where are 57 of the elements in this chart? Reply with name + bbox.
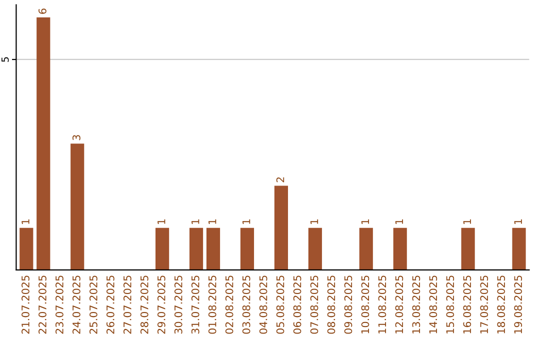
data-label: 1	[158, 219, 166, 224]
x-tick-label: 21.07.2025	[22, 276, 30, 334]
data-label: 1	[208, 219, 216, 224]
x-tick-label: 15.08.2025	[446, 276, 454, 334]
x-tick-label: 30.07.2025	[174, 276, 182, 334]
bar	[36, 17, 50, 270]
data-label: 1	[192, 219, 200, 224]
bar	[274, 186, 288, 270]
x-tick-label: 09.08.2025	[344, 276, 352, 334]
bar	[512, 228, 526, 270]
x-tick-label: 06.08.2025	[293, 276, 302, 334]
x-tick-label: 11.08.2025	[378, 276, 386, 334]
x-tick-label: 19.08.2025	[514, 276, 522, 334]
data-label: 1	[361, 219, 369, 224]
data-label: 3	[72, 135, 80, 140]
x-tick-label: 25.07.2025	[89, 276, 98, 334]
x-tick-label: 27.07.2025	[123, 276, 132, 334]
x-tick-label: 31.07.2025	[191, 276, 200, 334]
bar	[189, 228, 204, 270]
x-tick-label: 13.08.2025	[412, 276, 420, 334]
x-tick-label: 10.08.2025	[361, 276, 370, 334]
bar	[155, 228, 170, 270]
x-tick-label: 23.07.2025	[56, 276, 64, 334]
bar	[20, 228, 34, 270]
x-tick-label: 18.08.2025	[497, 276, 506, 334]
y-tick-label: 5	[2, 57, 9, 62]
x-tick-label: 29.07.2025	[157, 276, 166, 334]
x-tick-label: 05.08.2025	[276, 276, 284, 334]
data-label: 1	[22, 219, 30, 224]
x-tick-label: 24.07.2025	[72, 276, 80, 334]
x-tick-label: 08.08.2025	[327, 276, 336, 334]
x-tick-label: 01.08.2025	[208, 276, 216, 334]
bar	[70, 144, 84, 270]
bar	[461, 228, 475, 270]
data-label: 1	[395, 219, 403, 224]
bar	[393, 228, 407, 270]
bar	[308, 228, 322, 270]
x-tick-label: 16.08.2025	[463, 276, 472, 334]
bar	[240, 228, 254, 270]
x-tick-label: 02.08.2025	[225, 276, 234, 334]
data-label: 1	[463, 219, 471, 224]
x-tick-label: 17.08.2025	[480, 276, 488, 334]
x-tick-label: 12.08.2025	[395, 276, 404, 334]
data-label: 1	[310, 219, 318, 224]
data-label: 6	[38, 8, 46, 14]
x-tick-label: 26.07.2025	[106, 276, 114, 334]
x-tick-label: 04.08.2025	[259, 276, 268, 334]
x-tick-label: 03.08.2025	[242, 276, 250, 334]
bar	[206, 228, 220, 270]
x-tick-label: 14.08.2025	[429, 276, 438, 334]
x-tick-label: 28.07.2025	[140, 276, 148, 334]
x-tick-label: 07.08.2025	[310, 276, 318, 334]
data-label: 2	[276, 177, 284, 182]
data-label: 1	[514, 219, 522, 224]
x-tick-label: 22.07.2025	[38, 276, 46, 334]
data-label: 1	[242, 219, 250, 224]
bar	[359, 228, 373, 270]
